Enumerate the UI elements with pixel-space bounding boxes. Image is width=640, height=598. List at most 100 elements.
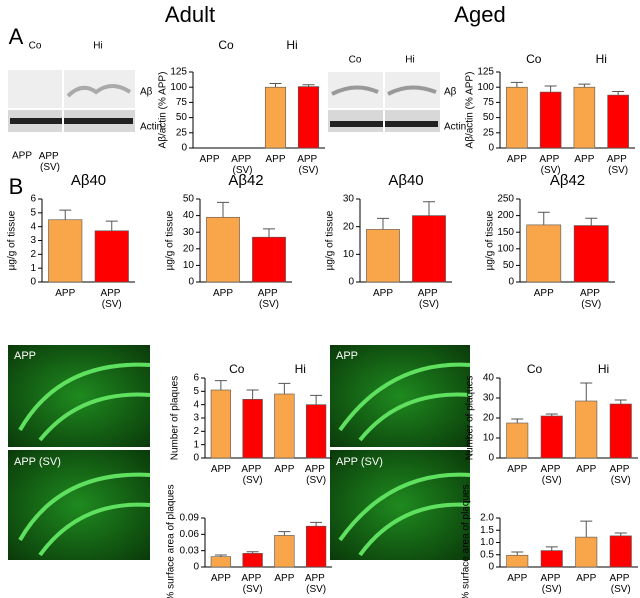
y-tick-label: 50 <box>483 112 495 123</box>
error-bar <box>578 83 591 88</box>
error-bar <box>269 83 282 88</box>
y-tick-label: 50 <box>176 112 188 123</box>
error-bar <box>263 228 275 238</box>
error-bar <box>377 217 389 230</box>
bar <box>94 230 129 283</box>
y-axis-label: % surface area of plaques <box>461 484 472 598</box>
group-label: Hi <box>295 362 306 376</box>
error-bar <box>214 380 227 390</box>
y-tick-label: 1 <box>193 439 199 450</box>
blot-group: Hi <box>93 41 102 52</box>
y-tick-label: 0 <box>30 277 36 288</box>
bar <box>575 400 598 459</box>
bar <box>609 403 632 459</box>
bar <box>48 219 83 283</box>
blot <box>328 72 440 132</box>
x-tick-label: APP (SV) <box>580 288 603 310</box>
blot-band: Aβ <box>444 87 457 98</box>
chart-title: Aβ42 <box>550 172 585 189</box>
y-axis-label: Number of plaques <box>465 376 476 461</box>
y-tick-label: 30 <box>183 227 195 238</box>
y-tick-label: 150 <box>497 227 514 238</box>
x-tick-label: APP (SV) <box>540 464 563 486</box>
y-tick-label: 0 <box>488 143 494 154</box>
x-tick-label: APP <box>507 464 527 475</box>
blot <box>8 70 135 132</box>
y-tick-label: 75 <box>483 97 495 108</box>
y-tick-label: 5 <box>193 386 199 397</box>
blot-band: Actin <box>444 122 466 133</box>
x-tick-label: APP <box>507 573 527 584</box>
bar <box>305 525 327 568</box>
blot-band: Aβ <box>140 87 153 98</box>
blot-lane: APP (SV) <box>39 151 62 173</box>
error-bar <box>511 418 524 423</box>
x-tick-label: APP (SV) <box>258 288 281 310</box>
y-tick-label: 250 <box>497 194 514 205</box>
y-tick-label: 1 <box>30 263 36 274</box>
error-bar <box>585 217 598 226</box>
y-tick-label: 0.03 <box>180 545 200 556</box>
y-tick-label: 0 <box>193 453 199 464</box>
x-tick-label: APP (SV) <box>609 573 632 595</box>
bar <box>274 535 295 568</box>
y-tick-label: 0 <box>508 277 514 288</box>
y-tick-label: 0 <box>488 562 494 573</box>
y-tick-label: 0.09 <box>180 513 200 524</box>
error-bar <box>580 520 593 538</box>
bar <box>506 422 529 459</box>
bar <box>573 86 596 149</box>
y-tick-label: 100 <box>477 82 494 93</box>
y-tick-label: 50 <box>503 260 515 271</box>
blot-lane: APP <box>12 151 32 162</box>
y-axis-label: µg/g of tissue <box>7 210 18 270</box>
y-tick-label: 30 <box>343 194 355 205</box>
error-bar <box>614 399 627 404</box>
error-bar <box>423 201 435 216</box>
image-label: APP (SV) <box>336 456 383 468</box>
image-label: APP <box>14 350 36 362</box>
error-bar <box>537 211 550 225</box>
x-tick-label: APP <box>199 154 219 165</box>
blot-band: Actin <box>140 122 162 133</box>
image-label: APP <box>336 350 358 362</box>
group-label: Co <box>218 38 234 52</box>
x-tick-label: APP <box>211 464 231 475</box>
error-bar <box>310 394 323 405</box>
x-tick-label: APP (SV) <box>609 464 632 486</box>
y-tick-label: 20 <box>183 243 195 254</box>
y-tick-label: 10 <box>483 433 495 444</box>
x-tick-label: APP <box>534 288 554 299</box>
bar <box>297 86 320 149</box>
y-tick-label: 0 <box>193 562 199 573</box>
error-bar <box>246 389 259 400</box>
chart-title: Aβ40 <box>71 172 106 189</box>
y-tick-label: 50 <box>183 194 195 205</box>
y-axis-label: µg/g of tissue <box>165 210 176 270</box>
y-tick-label: 0 <box>181 143 187 154</box>
panel-letter: B <box>9 174 24 199</box>
y-tick-label: 125 <box>170 67 187 78</box>
y-tick-label: 0 <box>188 277 194 288</box>
header: Aged <box>454 2 505 27</box>
y-axis-label: Aβ/actin (% APP) <box>465 72 476 149</box>
y-tick-label: 6 <box>193 373 199 384</box>
brain-images <box>8 345 471 560</box>
error-bar <box>214 554 227 557</box>
error-bar <box>510 81 523 88</box>
bar <box>539 91 562 149</box>
y-tick-label: 0 <box>348 277 354 288</box>
blot-group: Co <box>349 55 362 66</box>
y-axis-label: Number of plaques <box>170 376 181 461</box>
blot-group: Hi <box>405 55 414 66</box>
y-tick-label: 4 <box>193 399 199 410</box>
group-label: Co <box>526 52 542 66</box>
error-bar <box>278 382 291 394</box>
error-bar <box>545 413 558 416</box>
y-axis-label: Aβ/actin (% APP) <box>158 72 169 149</box>
y-tick-label: 0 <box>488 453 494 464</box>
x-tick-label: APP <box>213 288 233 299</box>
x-tick-label: APP <box>274 573 294 584</box>
chart-title: Aβ40 <box>388 172 423 189</box>
